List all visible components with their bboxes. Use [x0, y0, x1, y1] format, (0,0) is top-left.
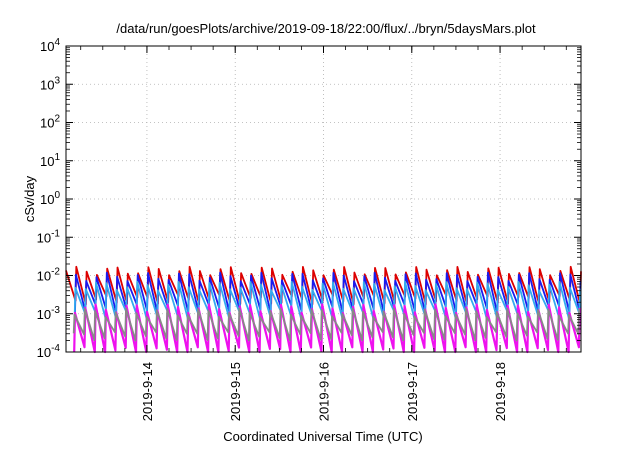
y-tick-label: 10-2 [37, 267, 61, 284]
x-tick-label: 2019-9-18 [493, 362, 508, 421]
y-tick-label: 103 [40, 75, 60, 92]
y-tick-label: 101 [40, 152, 60, 169]
y-tick-label: 10-1 [37, 228, 61, 245]
grid [66, 46, 581, 352]
x-tick-label: 2019-9-15 [228, 362, 243, 421]
y-tick-label: 10-4 [37, 343, 61, 360]
x-tick-label: 2019-9-17 [405, 362, 420, 421]
series-layer [65, 265, 582, 354]
axes: 10-4 10-3 10-2 10-1 100 101 102 103 104 2019-9-14… [37, 37, 581, 421]
chart-title: /data/run/goesPlots/archive/2019-09-18/2… [116, 21, 536, 36]
y-tick-label: 104 [40, 37, 60, 54]
y-tick-label: 10-3 [37, 305, 61, 322]
x-tick-label: 2019-9-16 [317, 362, 332, 421]
y-tick-label: 100 [40, 190, 60, 207]
series-line [72, 307, 581, 342]
x-tick-label: 2019-9-14 [140, 362, 155, 421]
series-line [73, 280, 581, 321]
y-tick-label: 102 [40, 114, 60, 131]
y-axis-label: cSv/day [22, 175, 37, 222]
x-axis-label: Coordinated Universal Time (UTC) [223, 429, 422, 444]
